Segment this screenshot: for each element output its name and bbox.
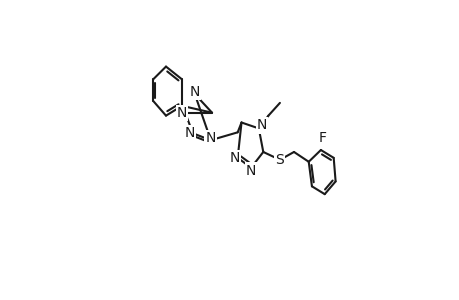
Text: S: S <box>275 153 284 167</box>
Text: N: N <box>205 131 216 145</box>
Text: N: N <box>189 85 200 99</box>
Text: N: N <box>184 126 195 140</box>
Text: N: N <box>229 151 239 165</box>
Text: N: N <box>256 118 267 133</box>
Text: F: F <box>318 131 326 145</box>
Text: N: N <box>246 164 256 178</box>
Text: N: N <box>176 106 187 120</box>
